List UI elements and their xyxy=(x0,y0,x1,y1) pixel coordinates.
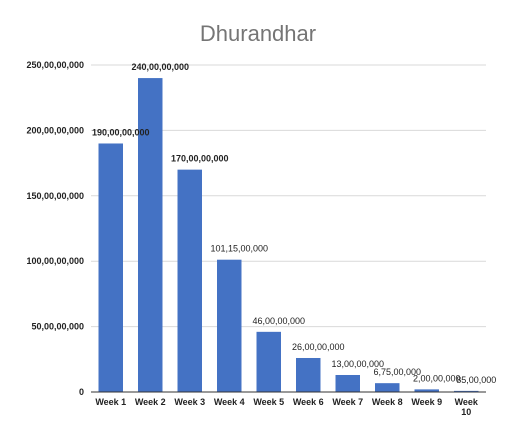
y-tick-label: 150,00,00,000 xyxy=(26,191,84,201)
data-label: 13,00,00,000 xyxy=(331,359,384,369)
bar xyxy=(454,390,479,392)
data-label: 190,00,00,000 xyxy=(92,127,150,137)
bar xyxy=(256,331,281,392)
x-tick-label: Week 4 xyxy=(214,397,245,407)
x-tick-label: Week 8 xyxy=(372,397,403,407)
bar xyxy=(217,259,242,392)
bar xyxy=(296,357,321,392)
data-labels: 190,00,00,000 240,00,00,000 170,00,00,000 1… xyxy=(92,62,496,385)
x-tick-label: Week 7 xyxy=(332,397,363,407)
chart-title: Dhurandhar xyxy=(200,21,316,46)
x-tick-label: Week 6 xyxy=(293,397,324,407)
x-tick-label: Week 2 xyxy=(135,397,166,407)
bar xyxy=(138,78,163,392)
bar xyxy=(375,383,400,392)
data-label: 2,00,00,000 xyxy=(413,373,461,383)
x-tick-label: Week 1 xyxy=(95,397,126,407)
data-label: 26,00,00,000 xyxy=(292,342,345,352)
data-label: 101,15,00,000 xyxy=(210,244,268,254)
x-tick-label: Week 9 xyxy=(411,397,442,407)
data-label: 85,00,000 xyxy=(456,375,496,385)
y-tick-label: 50,00,00,000 xyxy=(31,322,84,332)
bar xyxy=(414,389,439,392)
bar xyxy=(335,374,360,392)
y-axis-ticks: 0 50,00,00,000 100,00,00,000 150,00,00,000 2… xyxy=(26,60,84,397)
x-axis-ticks: Week 1 Week 2 Week 3 Week 4 Week 5 Week 6 Week… xyxy=(95,397,479,417)
x-tick-label: Week 3 xyxy=(174,397,205,407)
y-tick-label: 0 xyxy=(79,387,84,397)
bars xyxy=(98,78,479,392)
x-tick-label: Week 10 xyxy=(455,397,479,417)
y-tick-label: 100,00,00,000 xyxy=(26,256,84,266)
y-tick-label: 200,00,00,000 xyxy=(26,125,84,135)
bar xyxy=(98,143,123,392)
data-label: 6,75,00,000 xyxy=(373,367,421,377)
bar xyxy=(177,169,202,392)
y-tick-label: 250,00,00,000 xyxy=(26,60,84,70)
data-label: 170,00,00,000 xyxy=(171,154,229,164)
x-tick-label: Week 5 xyxy=(253,397,284,407)
data-label: 46,00,00,000 xyxy=(252,316,305,326)
data-label: 240,00,00,000 xyxy=(131,62,189,72)
